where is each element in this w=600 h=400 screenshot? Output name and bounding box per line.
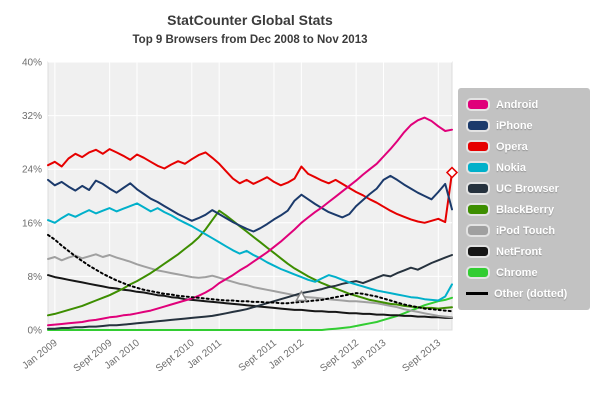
- ipod-touch-triangle-marker-icon: [295, 289, 308, 302]
- series-line-android: [47, 116, 453, 327]
- legend-label: NetFront: [496, 245, 542, 258]
- legend-label: Chrome: [496, 266, 538, 279]
- series-line-ipod-touch: [47, 253, 453, 319]
- y-axis-label: 32%: [22, 111, 42, 122]
- other-series-marker-icon: [466, 292, 488, 295]
- plot-background: [47, 61, 453, 331]
- series-line-uc-browser: [47, 254, 453, 330]
- legend-label: Nokia: [496, 161, 526, 174]
- series-line-iphone: [47, 174, 453, 233]
- legend-label: Android: [496, 98, 539, 111]
- series-line-opera: [47, 148, 453, 224]
- nokia-series-marker-icon: [466, 161, 490, 174]
- series-line-nokia: [47, 202, 453, 302]
- android-series-marker-icon: [466, 98, 490, 111]
- series-line-netfront: [47, 274, 453, 319]
- legend-item-other[interactable]: Other (dotted): [458, 283, 590, 304]
- legend-label: UC Browser: [496, 182, 559, 195]
- y-axis-label: 40%: [22, 58, 42, 69]
- legend-label: Opera: [496, 140, 528, 153]
- legend-label: iPhone: [496, 119, 533, 132]
- series-line-blackberry: [47, 209, 453, 317]
- x-axis-label: Jan 2009: [20, 337, 60, 371]
- legend-item-blackberry[interactable]: BlackBerry: [458, 199, 590, 220]
- legend-item-nokia[interactable]: Nokia: [458, 157, 590, 178]
- ipod-touch-series-marker-icon: [466, 224, 490, 237]
- chart-subtitle: Top 9 Browsers from Dec 2008 to Nov 2013: [132, 34, 368, 46]
- y-axis-label: 0%: [28, 326, 43, 337]
- x-axis-label: Sept 2013: [400, 337, 443, 374]
- iphone-series-marker-icon: [466, 119, 490, 132]
- legend-label: Other (dotted): [494, 287, 568, 300]
- legend-item-chrome[interactable]: Chrome: [458, 262, 590, 283]
- series-line-other: [47, 233, 453, 313]
- y-axis-label: 16%: [22, 218, 42, 229]
- y-axis-label: 8%: [28, 272, 43, 283]
- legend-item-android[interactable]: Android: [458, 94, 590, 115]
- series-line-chrome: [47, 296, 453, 331]
- uc-browser-series-marker-icon: [466, 182, 490, 195]
- chrome-series-marker-icon: [466, 266, 490, 279]
- legend-item-opera[interactable]: Opera: [458, 136, 590, 157]
- legend: Android iPhone Opera Nokia UC Browser BlackBe…: [458, 88, 590, 310]
- opera-diamond-marker-icon: [445, 166, 459, 179]
- legend-item-netfront[interactable]: NetFront: [458, 241, 590, 262]
- legend-label: BlackBerry: [496, 203, 555, 216]
- opera-series-marker-icon: [466, 140, 490, 153]
- y-axis-label: 24%: [22, 165, 42, 176]
- legend-item-iphone[interactable]: iPhone: [458, 115, 590, 136]
- legend-label: iPod Touch: [496, 224, 556, 237]
- netfront-series-marker-icon: [466, 245, 490, 258]
- legend-item-uc-browser[interactable]: UC Browser: [458, 178, 590, 199]
- blackberry-series-marker-icon: [466, 203, 490, 216]
- legend-item-ipod-touch[interactable]: iPod Touch: [458, 220, 590, 241]
- chart-title: StatCounter Global Stats: [167, 12, 333, 28]
